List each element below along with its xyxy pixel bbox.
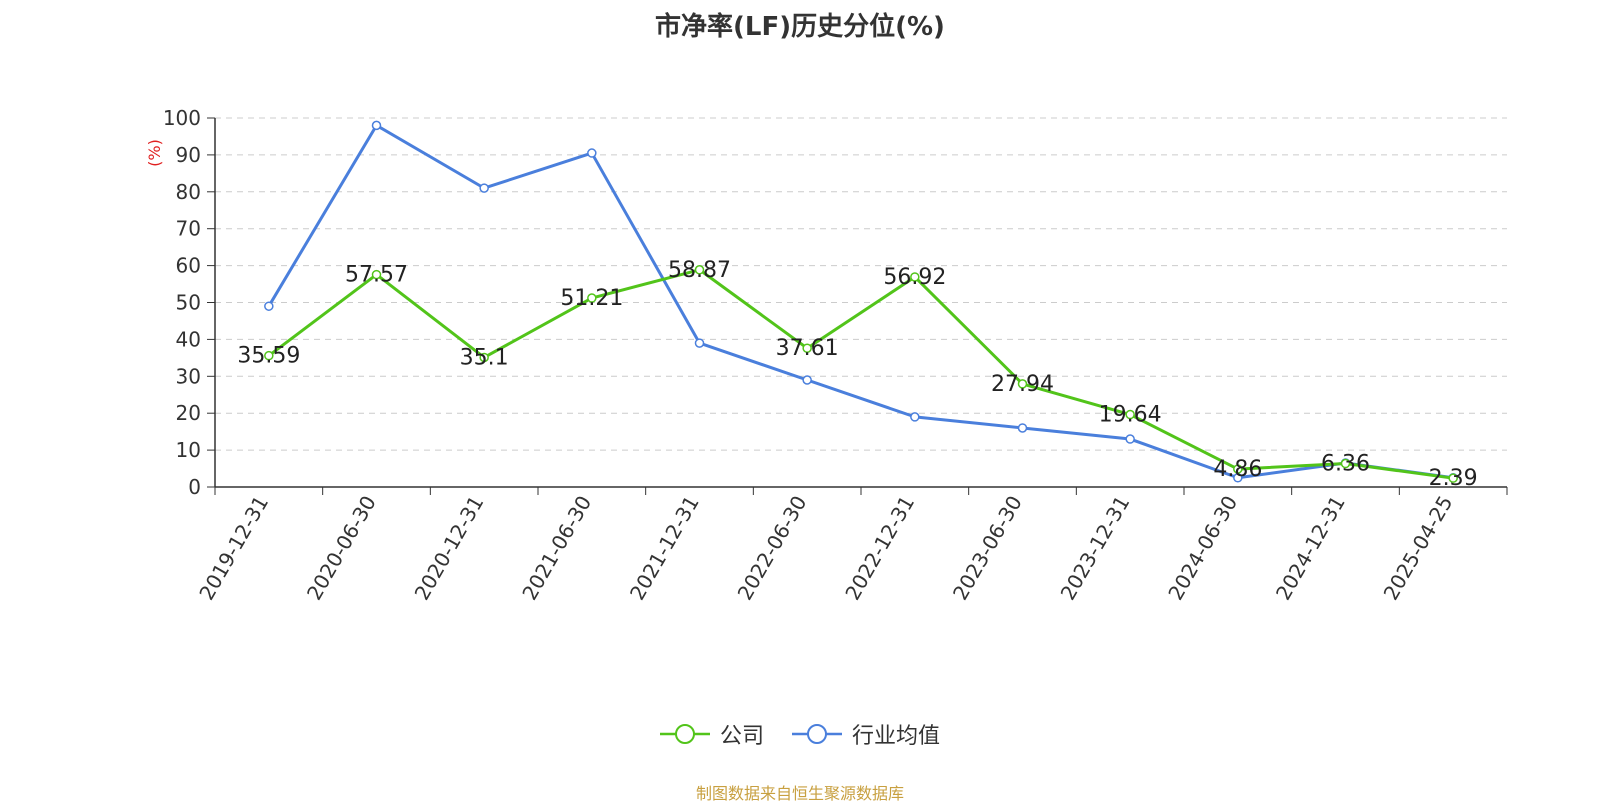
data-point (802, 375, 812, 385)
data-label: 57.57 (345, 263, 408, 288)
data-point (910, 412, 920, 422)
data-point (264, 301, 274, 311)
data-point (694, 265, 705, 275)
legend-item[interactable]: 行业均值 (792, 718, 940, 750)
y-tick-label: 20 (176, 401, 201, 425)
x-tick-label: 2020-06-30 (302, 492, 381, 605)
series-line (267, 123, 1454, 480)
data-point (264, 350, 274, 361)
y-tick-label: 50 (176, 291, 201, 315)
y-tick-label: 10 (176, 438, 201, 462)
data-label: 56.92 (883, 265, 946, 290)
legend-swatch-icon (792, 724, 842, 744)
data-point (1017, 423, 1028, 433)
y-tick-label: 60 (176, 254, 201, 278)
data-labels: 35.59 57.57 35.1 51.21 58.87 37.61 56.92 27.94 1… (237, 258, 1477, 491)
data-point (1340, 458, 1351, 469)
x-tick-label: 2019-12-31 (194, 492, 273, 605)
x-tick-label: 2023-12-31 (1056, 492, 1135, 605)
x-tick-label: 2024-12-31 (1271, 492, 1350, 605)
source-note: 制图数据来自恒生聚源数据库 (695, 784, 904, 803)
x-tick-label: 2021-06-30 (517, 492, 596, 605)
y-tick-label: 0 (188, 475, 201, 499)
legend-swatch-icon (659, 724, 710, 744)
data-point (694, 338, 705, 348)
data-point (1017, 379, 1028, 389)
data-label: 19.64 (1099, 403, 1162, 428)
data-label: 35.59 (237, 344, 300, 369)
x-tick-label: 2024-06-30 (1163, 492, 1242, 605)
data-point (587, 148, 597, 158)
data-label: 37.61 (776, 336, 839, 361)
data-label: 4.86 (1213, 457, 1262, 482)
data-label: 51.21 (560, 286, 623, 311)
data-point (479, 183, 489, 193)
chart-title: 市净率(LF)历史分位(%) (655, 12, 945, 42)
x-tick-label: 2022-12-31 (840, 491, 919, 604)
data-point (1125, 409, 1135, 420)
data-point (910, 272, 920, 282)
legend: 公司 行业均值 (0, 718, 1600, 750)
data-point (1125, 434, 1135, 444)
y-axis-label: (%) (145, 139, 164, 167)
legend-label: 公司 (719, 724, 764, 749)
y-tick-label: 30 (176, 364, 201, 388)
data-point (802, 343, 812, 353)
x-tick-label: 2025-04-25 (1379, 492, 1458, 605)
x-tick-label: 2020-12-31 (410, 491, 489, 604)
x-tick-label: 2022-06-30 (733, 492, 812, 605)
data-label: 2.39 (1429, 466, 1478, 491)
series-group (264, 120, 1458, 483)
legend-item[interactable]: 公司 (659, 718, 764, 750)
x-tick-label: 2023-06-30 (948, 492, 1027, 605)
grid-lines (215, 117, 1507, 451)
data-point (371, 120, 382, 131)
data-label: 27.94 (991, 372, 1054, 397)
x-tick-label: 2021-12-31 (625, 492, 704, 605)
data-point (1448, 473, 1458, 483)
data-point (587, 293, 597, 303)
line-chart: 0 10 20 30 40 50 60 70 80 90 100 2019-12-31 2020-06-… (145, 106, 1508, 605)
data-label: 6.36 (1321, 452, 1370, 477)
y-tick-label: 80 (176, 180, 201, 204)
series-line (267, 268, 1454, 480)
data-point (1233, 464, 1243, 474)
y-tick-label: 90 (176, 143, 201, 167)
legend-swatch-marker (807, 724, 827, 744)
data-label: 35.1 (460, 345, 509, 370)
y-tick-label: 100 (163, 106, 201, 130)
legend-swatch-marker (674, 724, 695, 744)
data-label: 58.87 (668, 258, 731, 283)
legend-label: 行业均值 (852, 724, 941, 749)
y-tick-label: 70 (176, 217, 201, 241)
y-tick-label: 40 (176, 327, 201, 351)
data-point (479, 352, 489, 363)
data-point (371, 269, 382, 280)
